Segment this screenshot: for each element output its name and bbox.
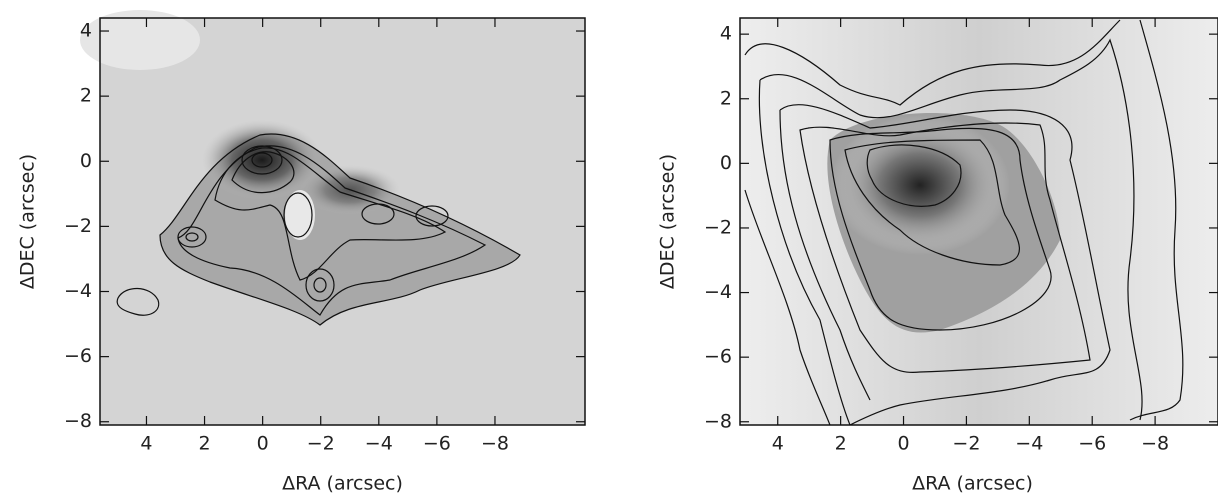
x-axis-label: ΔRA (arcsec) (282, 473, 403, 495)
y-tick-label: −8 (64, 410, 92, 432)
x-tick-label: −8 (1141, 433, 1169, 455)
y-tick-label: 2 (80, 85, 92, 107)
x-tick-label: −6 (1078, 433, 1106, 455)
x-tick-label: −2 (307, 433, 335, 455)
plot-frame (739, 17, 1218, 426)
y-tick-label: 4 (80, 20, 92, 42)
y-tick-label: −2 (704, 216, 732, 238)
plot-frame (99, 17, 586, 426)
x-axis-label: ΔRA (arcsec) (912, 473, 1033, 495)
y-tick-label: 4 (720, 23, 732, 45)
x-tick-label: 4 (140, 433, 152, 455)
y-axis-label: ΔDEC (arcsec) (657, 154, 679, 289)
y-tick-label: −2 (64, 215, 92, 237)
x-tick-label: −8 (481, 433, 509, 455)
y-tick-label: −4 (704, 281, 732, 303)
x-tick-label: −4 (1015, 433, 1043, 455)
y-tick-label: −6 (704, 346, 732, 368)
y-tick-label: 0 (720, 152, 732, 174)
y-tick-label: −8 (704, 410, 732, 432)
x-tick-label: 0 (257, 433, 269, 455)
right-image (740, 18, 1218, 426)
x-tick-label: 4 (772, 433, 784, 455)
x-tick-label: 2 (199, 433, 211, 455)
y-axis-label: ΔDEC (arcsec) (17, 154, 39, 289)
left-image (80, 10, 585, 425)
y-tick-label: −4 (64, 280, 92, 302)
x-tick-label: −6 (423, 433, 451, 455)
x-tick-label: −4 (365, 433, 393, 455)
y-tick-label: 0 (80, 150, 92, 172)
x-tick-label: −2 (952, 433, 980, 455)
y-tick-label: −6 (64, 345, 92, 367)
x-tick-label: 2 (835, 433, 847, 455)
y-tick-label: 2 (720, 87, 732, 109)
x-tick-label: 0 (897, 433, 909, 455)
